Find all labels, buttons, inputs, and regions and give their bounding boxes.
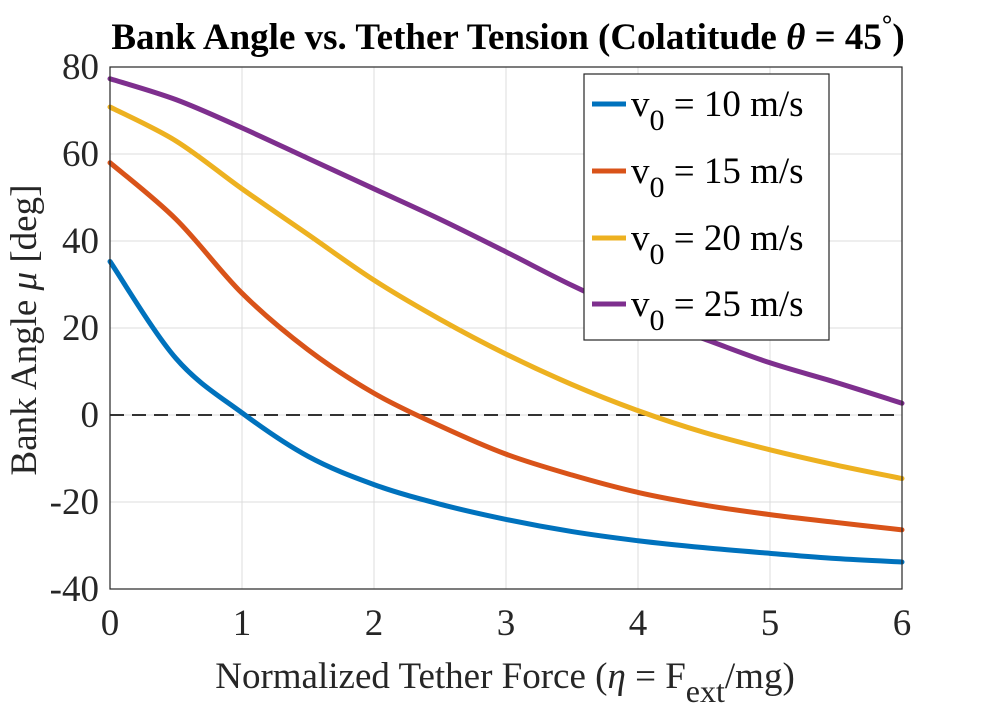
y-tick-label: 40 (62, 221, 99, 262)
x-tick-label: 4 (629, 603, 648, 644)
series-line-10-m-s (107, 258, 905, 565)
y-tick-label: 80 (62, 47, 99, 88)
y-tick-label: 20 (62, 308, 99, 349)
legend-box (583, 73, 830, 341)
legend-label-15-m-s: v0 = 15 m/s (631, 151, 804, 204)
x-tick-labels: 0 1 2 3 4 5 6 (101, 603, 912, 644)
axes-frame (109, 66, 903, 590)
y-tick-label: 0 (81, 395, 100, 436)
y-axis-label: Bank Angle μ [deg] (4, 185, 45, 476)
legend-label-25-m-s: v0 = 25 m/s (631, 284, 804, 337)
legend-label-10-m-s: v0 = 10 m/s (631, 84, 804, 137)
y-tick-label: -40 (50, 569, 99, 610)
x-axis-label: Normalized Tether Force (η = Fext/mg) (215, 656, 795, 709)
x-tick-label: 2 (365, 603, 384, 644)
y-tick-label: 60 (62, 134, 99, 175)
x-tick-label: 1 (233, 603, 252, 644)
legend: v0 = 10 m/s v0 = 15 m/s v0 = 20 m/s v0 = 25… (583, 73, 830, 341)
legend-label-20-m-s: v0 = 20 m/s (631, 218, 804, 271)
x-tick-label: 0 (101, 603, 120, 644)
y-tick-labels: 80 60 40 20 0 -20 -40 (50, 47, 99, 610)
y-tick-label: -20 (50, 482, 99, 523)
series-lines (107, 76, 905, 565)
series-line-15-m-s (107, 160, 905, 533)
x-tick-label: 5 (761, 603, 780, 644)
chart-title: Bank Angle vs. Tether Tension (Colatitud… (111, 10, 904, 58)
x-tick-label: 6 (893, 603, 912, 644)
series-line-20-m-s (107, 104, 905, 482)
series-line-25-m-s (107, 76, 905, 406)
x-tick-label: 3 (497, 603, 516, 644)
